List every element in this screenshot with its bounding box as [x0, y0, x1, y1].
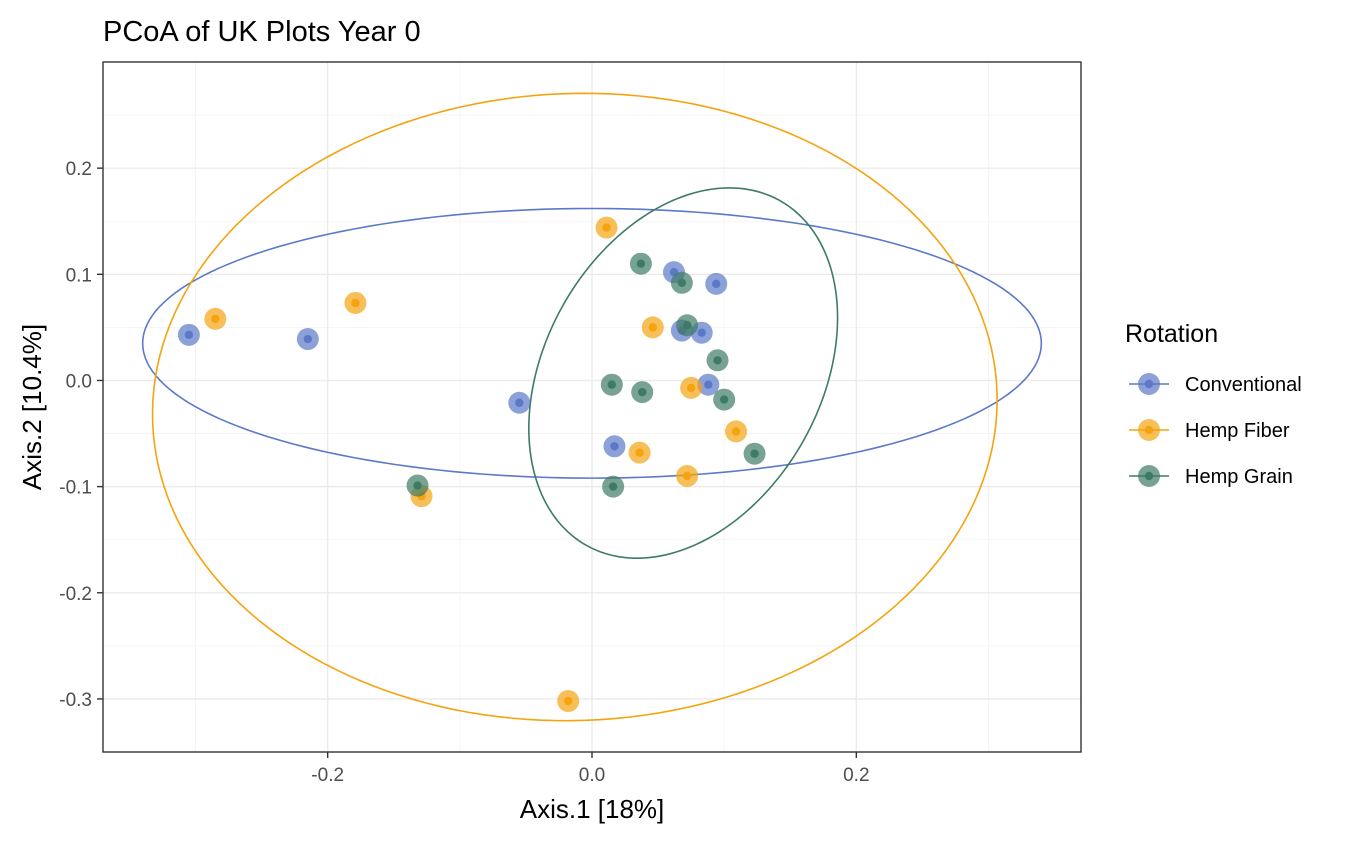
- y-tick-label: -0.1: [59, 478, 92, 499]
- point-core: [413, 481, 422, 490]
- y-tick-label: 0.2: [66, 159, 92, 180]
- point-hemp-grain: [743, 442, 766, 465]
- point-hemp-fiber: [676, 465, 699, 487]
- point-core: [211, 314, 220, 324]
- legend-title: Rotation: [1125, 320, 1218, 348]
- y-tick-label: -0.2: [59, 584, 92, 605]
- x-tick-label: 0.0: [579, 765, 605, 786]
- point-hemp-grain: [670, 271, 693, 294]
- legend-item-hemp-grain: Hemp Grain: [1129, 465, 1293, 488]
- point-core: [719, 395, 729, 404]
- y-axis: -0.3 -0.2 -0.1 0.0 0.1 0.2: [59, 159, 103, 711]
- point-core: [635, 448, 644, 457]
- point-core: [564, 696, 573, 706]
- point-hemp-grain: [631, 381, 654, 404]
- point-hemp-fiber: [641, 316, 664, 339]
- data-points: [177, 216, 766, 713]
- point-conventional: [508, 391, 531, 414]
- y-axis-title: Axis.2 [10.4%]: [17, 324, 47, 490]
- y-tick-label: -0.3: [59, 690, 92, 711]
- point-core: [515, 398, 524, 407]
- point-hemp-grain: [676, 314, 699, 337]
- ellipse-conventional: [141, 207, 1043, 479]
- point-hemp-fiber: [204, 307, 227, 330]
- point-conventional: [697, 373, 720, 396]
- point-core: [731, 427, 741, 436]
- legend: Rotation Conventional Hemp Fiber Hemp Grai…: [1125, 320, 1302, 488]
- point-conventional: [177, 323, 200, 346]
- point-conventional: [705, 272, 728, 295]
- ellipse-hemp-grain: [528, 187, 839, 559]
- point-hemp-grain: [713, 388, 736, 411]
- point-hemp-fiber: [595, 216, 618, 239]
- legend-item-hemp-fiber: Hemp Fiber: [1129, 419, 1290, 442]
- x-axis: -0.2 0.0 0.2: [311, 752, 870, 786]
- point-conventional: [603, 435, 626, 458]
- point-core: [686, 383, 696, 393]
- x-axis-title: Axis.1 [18%]: [520, 794, 665, 824]
- point-hemp-grain: [706, 349, 729, 372]
- legend-key-core: [1144, 471, 1154, 481]
- confidence-ellipses: [141, 92, 1043, 722]
- point-core: [636, 259, 646, 268]
- point-hemp-fiber: [344, 291, 367, 314]
- legend-item-conventional: Conventional: [1129, 373, 1302, 396]
- point-hemp-fiber: [680, 376, 703, 399]
- point-hemp-grain: [600, 373, 623, 396]
- point-core: [682, 471, 692, 481]
- point-core: [750, 449, 759, 458]
- point-core: [697, 328, 706, 337]
- x-tick-label: -0.2: [311, 765, 344, 786]
- legend-label: Conventional: [1185, 374, 1302, 396]
- point-core: [602, 223, 611, 232]
- x-tick-label: 0.2: [843, 765, 869, 786]
- point-core: [608, 482, 618, 491]
- point-core: [607, 380, 617, 389]
- ellipse-hemp-fiber: [151, 92, 998, 722]
- point-core: [351, 298, 360, 308]
- point-core: [648, 323, 657, 332]
- point-conventional: [296, 328, 319, 351]
- point-hemp-grain: [629, 252, 652, 275]
- point-core: [712, 279, 721, 289]
- point-core: [682, 321, 692, 330]
- point-hemp-fiber: [725, 420, 748, 443]
- grid-lines: [103, 62, 1081, 752]
- point-hemp-grain: [406, 474, 429, 497]
- chart-title: PCoA of UK Plots Year 0: [103, 16, 421, 48]
- point-core: [704, 380, 713, 389]
- legend-label: Hemp Grain: [1185, 466, 1293, 488]
- point-hemp-fiber: [628, 441, 651, 464]
- point-hemp-fiber: [557, 690, 580, 713]
- point-hemp-grain: [602, 475, 625, 498]
- legend-key-core: [1144, 425, 1154, 435]
- point-core: [610, 442, 619, 451]
- legend-key-core: [1144, 379, 1154, 389]
- point-core: [303, 334, 313, 344]
- point-core: [184, 330, 194, 340]
- legend-label: Hemp Fiber: [1185, 420, 1290, 442]
- y-tick-label: 0.1: [66, 265, 92, 286]
- point-core: [713, 356, 722, 365]
- point-core: [677, 278, 687, 287]
- point-core: [638, 387, 647, 397]
- y-tick-label: 0.0: [66, 371, 92, 392]
